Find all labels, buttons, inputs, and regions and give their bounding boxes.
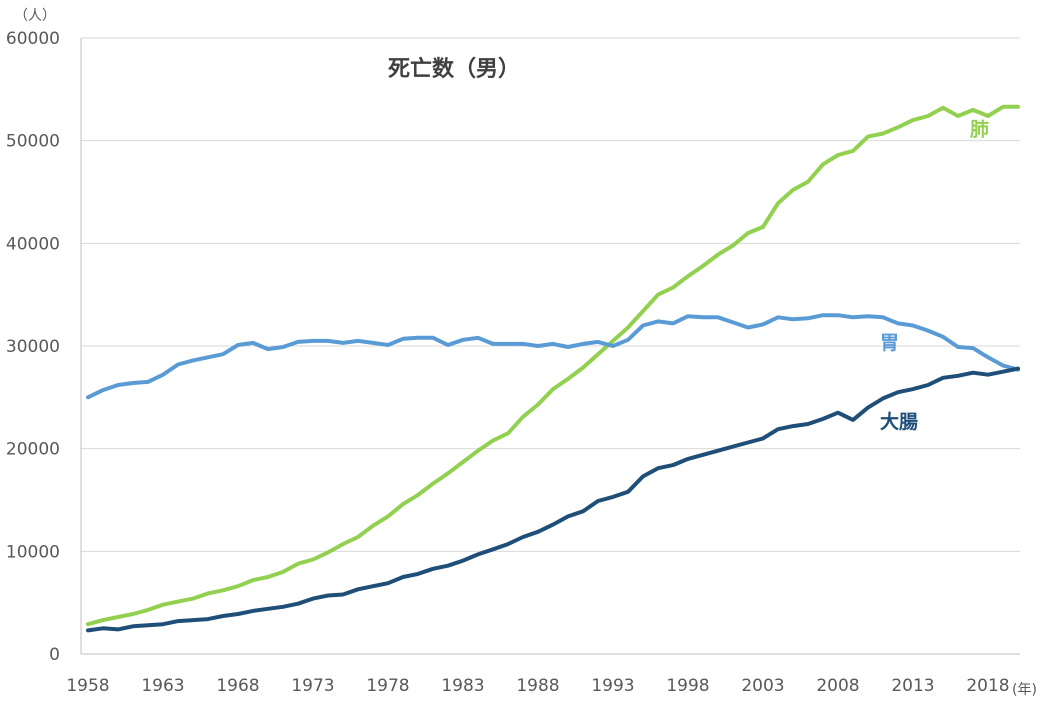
series-lines xyxy=(86,104,1020,633)
x-tick-label: 1998 xyxy=(666,676,709,696)
y-tick-label: 30000 xyxy=(6,337,60,357)
y-tick-label: 20000 xyxy=(6,440,60,460)
series-line-1 xyxy=(86,104,1020,627)
y-tick-label: 10000 xyxy=(6,542,60,562)
x-tick-labels: 1958 1963 1968 1973 1978 1983 1988 1993 1998 2003… xyxy=(66,676,1009,696)
series-label-3: 大腸 xyxy=(880,410,918,433)
y-tick-labels: 0 10000 20000 30000 40000 50000 60000 xyxy=(6,29,60,665)
chart-title: 死亡数（男） xyxy=(388,56,520,82)
x-tick-label: 1973 xyxy=(291,676,334,696)
x-tick-label: 1993 xyxy=(591,676,634,696)
series-label-1: 肺 xyxy=(970,119,989,141)
x-tick-label: 1968 xyxy=(216,676,259,696)
series-line-3 xyxy=(86,366,1020,633)
x-tick-label: 1963 xyxy=(141,676,184,696)
series-line-2 xyxy=(86,313,1020,400)
x-tick-label: 1958 xyxy=(66,676,109,696)
series-label-2: 胃 xyxy=(880,332,899,354)
x-tick-label: 2008 xyxy=(816,676,859,696)
x-tick-label: 1983 xyxy=(441,676,484,696)
x-tick-label: 1978 xyxy=(366,676,409,696)
x-tick-label: 1988 xyxy=(516,676,559,696)
x-tick-label: 2003 xyxy=(741,676,784,696)
x-tick-label: 2018 xyxy=(966,676,1009,696)
y-tick-label: 50000 xyxy=(6,132,60,152)
y-tick-label: 0 xyxy=(49,645,60,665)
x-unit-label: (年) xyxy=(1012,682,1037,698)
y-tick-label: 60000 xyxy=(6,29,60,49)
axes xyxy=(80,38,1020,655)
x-tick-label: 2013 xyxy=(891,676,934,696)
y-tick-label: 40000 xyxy=(6,234,60,254)
gridlines xyxy=(81,37,1020,552)
y-unit-label: （人） xyxy=(14,8,56,24)
